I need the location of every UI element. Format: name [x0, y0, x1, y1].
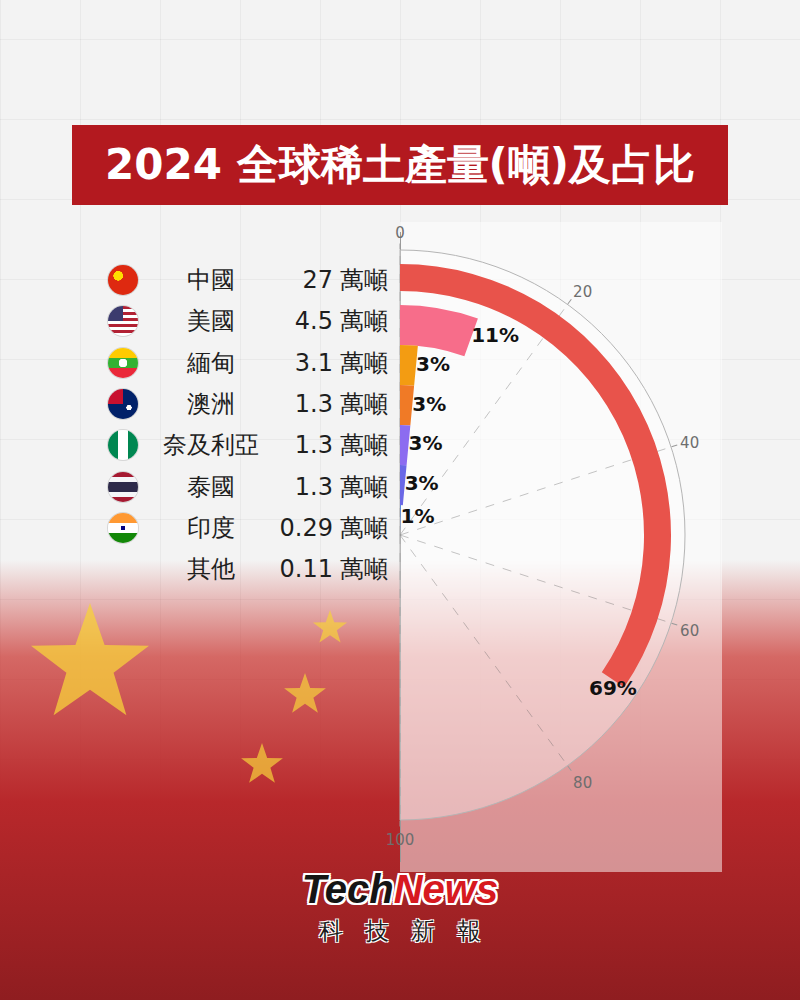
html-text:印度: 印度 [187, 513, 235, 542]
html-text:2024 全球稀土產量(噸)及占比: 2024 全球稀土產量(噸)及占比 [105, 140, 695, 189]
svg-text:80: 80 [573, 774, 592, 792]
html-text:其他: 其他 [187, 555, 235, 584]
svg-text:3%: 3% [416, 352, 450, 376]
html-text:緬甸: 緬甸 [187, 348, 235, 377]
html-text:美國: 美國 [187, 307, 235, 336]
html-text:科技新報: 科技新報 [319, 917, 503, 945]
html-text:泰國: 泰國 [187, 472, 235, 501]
svg-text:100: 100 [386, 831, 415, 849]
svg-text:60: 60 [680, 622, 699, 640]
html-text:1.3 萬噸: 1.3 萬噸 [294, 472, 388, 501]
html-text:奈及利亞: 奈及利亞 [163, 431, 259, 460]
svg-text:3%: 3% [405, 471, 439, 495]
html-text:中國: 中國 [187, 266, 235, 294]
html-text:1.3 萬噸: 1.3 萬噸 [294, 389, 388, 418]
svg-text:11%: 11% [471, 323, 519, 347]
svg-text:3%: 3% [408, 431, 442, 455]
html-text:27 萬噸: 27 萬噸 [302, 266, 388, 294]
html-text:4.5 萬噸: 4.5 萬噸 [294, 307, 388, 336]
svg-text:0: 0 [395, 224, 405, 242]
svg-text:40: 40 [680, 434, 699, 452]
html-text:1.3 萬噸: 1.3 萬噸 [294, 431, 388, 460]
html-text:3.1 萬噸: 3.1 萬噸 [294, 348, 388, 377]
html-text:澳洲: 澳洲 [187, 389, 235, 418]
html-text:0.11 萬噸: 0.11 萬噸 [279, 555, 388, 584]
svg-text:69%: 69% [589, 676, 637, 700]
html-text:Tech News: Tech News [301, 867, 499, 911]
html-text:0.29 萬噸: 0.29 萬噸 [279, 513, 388, 542]
svg-text:1%: 1% [401, 504, 435, 528]
svg-text:3%: 3% [412, 392, 446, 416]
svg-text:20: 20 [573, 283, 592, 301]
